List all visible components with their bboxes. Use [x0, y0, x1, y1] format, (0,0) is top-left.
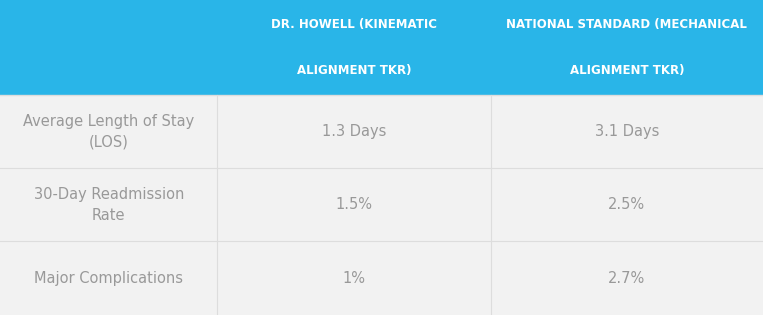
Text: 3.1 Days: 3.1 Days — [594, 124, 659, 139]
Bar — [0, 95, 763, 168]
Text: 30-Day Readmission
Rate: 30-Day Readmission Rate — [34, 187, 184, 223]
Text: 1.5%: 1.5% — [336, 197, 372, 212]
Text: 2.5%: 2.5% — [608, 197, 645, 212]
Text: 1%: 1% — [343, 271, 365, 286]
Text: Major Complications: Major Complications — [34, 271, 183, 286]
Bar — [0, 168, 763, 241]
Bar — [0, 241, 763, 315]
Text: Average Length of Stay
(LOS): Average Length of Stay (LOS) — [23, 114, 195, 150]
Text: NATIONAL STANDARD (MECHANICAL

ALIGNMENT TKR): NATIONAL STANDARD (MECHANICAL ALIGNMENT … — [507, 18, 747, 77]
Text: 2.7%: 2.7% — [608, 271, 645, 286]
Bar — [0, 0, 763, 95]
Text: 1.3 Days: 1.3 Days — [322, 124, 386, 139]
Text: DR. HOWELL (KINEMATIC

ALIGNMENT TKR): DR. HOWELL (KINEMATIC ALIGNMENT TKR) — [271, 18, 437, 77]
